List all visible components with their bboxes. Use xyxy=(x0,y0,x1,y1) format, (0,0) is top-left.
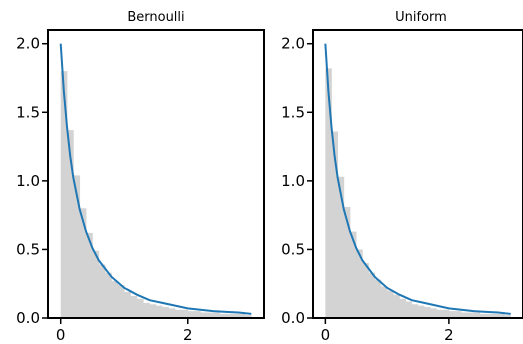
histogram-bar xyxy=(356,249,363,318)
histogram-bar xyxy=(111,280,119,318)
histogram-bar xyxy=(232,313,239,318)
histogram-bar xyxy=(442,309,450,318)
histogram-bar xyxy=(79,208,87,318)
histogram-bar xyxy=(461,312,468,318)
histogram-bar xyxy=(337,176,345,318)
y-tick-label: 0.5 xyxy=(16,240,40,258)
histogram-bar xyxy=(448,311,456,318)
histogram-bar xyxy=(238,313,246,318)
histogram-bar xyxy=(393,294,400,318)
y-tick-label: 1.0 xyxy=(16,172,40,190)
plot-area: 0 2 0.0 0.5 1.0 1.5 2.0 xyxy=(16,29,265,344)
histogram-bar xyxy=(124,291,131,318)
histogram-bar xyxy=(130,296,138,318)
histogram-bar xyxy=(473,312,481,318)
panel-title: Bernoulli xyxy=(127,10,184,25)
histogram-bar xyxy=(492,313,499,318)
x-tick-label: 2 xyxy=(444,326,454,344)
histogram-bar xyxy=(67,130,74,318)
axes-frame xyxy=(312,29,523,319)
x-tick-label: 0 xyxy=(56,326,66,344)
plot-area: 0 2 0.0 0.5 1.0 1.5 2.0 xyxy=(281,29,523,344)
histogram-bar xyxy=(117,285,125,318)
histogram-bar xyxy=(350,231,357,318)
histogram-bar xyxy=(162,307,170,318)
histogram-bar xyxy=(187,311,195,318)
panel-bernoulli: Bernoulli 0 2 0.0 0.5 1.0 1.5 2.0 xyxy=(16,10,265,344)
histogram-bar xyxy=(200,312,208,318)
histogram-bar xyxy=(168,308,176,318)
histogram-bar xyxy=(60,71,68,318)
plot-inner xyxy=(59,43,252,318)
histogram-bar xyxy=(206,312,214,318)
histogram-bar xyxy=(380,286,388,318)
histogram-bar xyxy=(374,279,382,318)
histogram-bar xyxy=(331,131,339,318)
y-tick-label: 2.0 xyxy=(16,35,40,53)
histogram-bar xyxy=(244,315,252,318)
histogram-bar xyxy=(418,305,425,318)
histogram-bar xyxy=(498,313,505,318)
histogram-bar xyxy=(136,298,144,318)
histogram-bar xyxy=(149,304,157,318)
histogram-bar xyxy=(343,206,351,318)
histogram-bar xyxy=(467,312,474,318)
y-tick-label: 0.0 xyxy=(281,309,305,327)
histogram-bar xyxy=(504,315,511,318)
y-tick-label: 0.0 xyxy=(16,309,40,327)
histogram-bar xyxy=(194,311,201,318)
histogram-bar xyxy=(98,264,106,318)
y-tick-label: 0.5 xyxy=(281,240,305,258)
histogram-bar xyxy=(485,313,493,318)
density-line xyxy=(324,43,511,315)
plot-inner xyxy=(324,43,511,318)
panel-title: Uniform xyxy=(395,10,447,25)
histogram-bar xyxy=(368,272,376,318)
histogram-bar xyxy=(430,308,437,318)
histogram-bar xyxy=(424,307,431,318)
x-tick-label: 0 xyxy=(321,326,331,344)
histogram-bar xyxy=(213,312,220,318)
histogram-bar xyxy=(92,250,100,318)
histogram-bar xyxy=(105,272,112,318)
density-line xyxy=(59,43,252,315)
histogram-bar xyxy=(225,313,233,318)
histogram-bar xyxy=(362,263,369,318)
histogram-bar xyxy=(86,232,93,318)
histogram-bar xyxy=(387,290,394,318)
histogram-bar xyxy=(325,68,332,318)
axes-frame xyxy=(47,29,265,319)
y-tick-label: 1.0 xyxy=(281,172,305,190)
y-tick-label: 1.5 xyxy=(281,103,305,121)
histogram-bar xyxy=(399,298,406,318)
histogram-bar xyxy=(175,309,182,318)
y-tick-label: 1.5 xyxy=(16,103,40,121)
y-tick-label: 2.0 xyxy=(281,35,305,53)
histogram-bar xyxy=(73,175,81,318)
panel-uniform: Uniform 0 2 0.0 0.5 1.0 1.5 2.0 xyxy=(281,10,523,344)
x-tick-label: 2 xyxy=(183,326,193,344)
histogram-bar xyxy=(411,304,419,318)
histogram-bar xyxy=(219,313,227,318)
histogram-bar xyxy=(156,305,163,318)
histogram-bar xyxy=(455,311,462,318)
histogram-bar xyxy=(181,309,189,318)
histogram-bar xyxy=(479,313,487,318)
histogram-bar xyxy=(436,309,444,318)
histogram-bar xyxy=(405,301,413,318)
histogram-bar xyxy=(143,302,150,318)
